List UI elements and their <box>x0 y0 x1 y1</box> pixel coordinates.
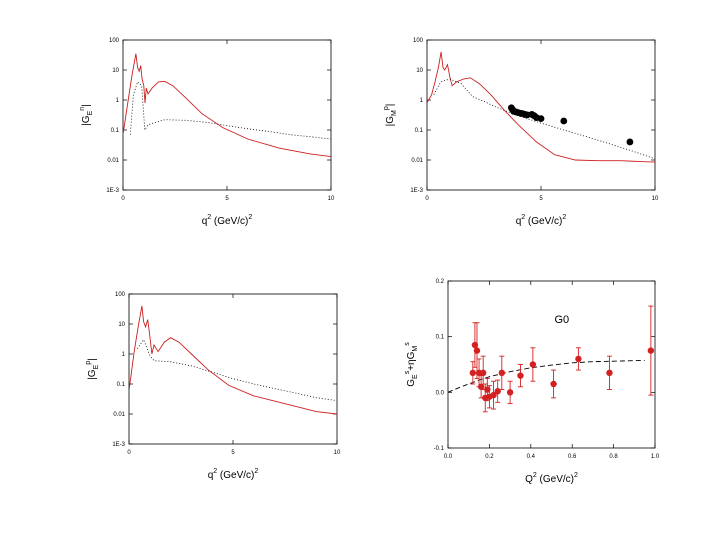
data-point <box>494 388 501 395</box>
y-tick-label: 1E-3 <box>112 442 125 448</box>
y-tick-label: 1 <box>122 352 126 358</box>
y-axis-label: |GEp| <box>85 358 100 380</box>
plot-area <box>448 305 655 413</box>
x-tick-label: 0.8 <box>609 454 618 460</box>
data-point <box>606 369 613 377</box>
x-axis-label: Q2 (GeV/c)2 <box>525 472 578 485</box>
x-axis-label: q2 (GeV/c)2 <box>516 214 567 227</box>
y-tick-label: 1E-3 <box>410 188 423 194</box>
data-point <box>506 389 514 396</box>
y-tick-label: 0.01 <box>107 158 119 164</box>
series-model-line <box>129 305 337 415</box>
y-tick-label: 0.2 <box>436 279 445 285</box>
y-tick-label: 1 <box>116 98 120 104</box>
y-tick-label: 0.1 <box>117 382 126 388</box>
series-model-line <box>427 51 655 163</box>
data-point <box>647 347 655 354</box>
x-tick-label: 0 <box>425 196 429 202</box>
data-point <box>529 361 537 368</box>
x-tick-label: 0.2 <box>485 454 494 460</box>
y-tick-label: 0.1 <box>436 335 445 341</box>
y-tick-label: 0.0 <box>436 390 445 396</box>
data-point <box>560 117 568 125</box>
series-dotted-line <box>129 81 331 140</box>
chart-bottom-left: 100 10 1 0.1 0.01 1E-30 5 10 q2 (GeV/c)2 |GEp| <box>85 292 341 481</box>
y-tick-label: 1 <box>420 98 424 104</box>
data-point <box>490 391 497 399</box>
data-point <box>473 347 481 354</box>
y-tick-label: 10 <box>416 68 423 74</box>
x-tick-label: 10 <box>334 450 341 456</box>
x-tick-label: 10 <box>328 196 335 202</box>
annotation-label: G0 <box>555 314 570 326</box>
y-tick-label: 0.01 <box>411 158 423 164</box>
y-tick-label: -0.1 <box>434 446 445 452</box>
x-tick-label: 1.0 <box>651 454 660 460</box>
x-tick-label: 0 <box>127 450 131 456</box>
data-point <box>477 383 485 390</box>
data-point <box>517 372 524 379</box>
data-point <box>537 115 545 122</box>
y-tick-label: 0.1 <box>111 128 120 134</box>
x-tick-label: 0.6 <box>568 454 577 460</box>
series-dotted-line <box>136 338 337 401</box>
series-model-line <box>123 53 331 158</box>
data-point <box>498 369 506 377</box>
data-point <box>471 341 479 349</box>
x-tick-label: 5 <box>225 196 229 202</box>
chart-top-left: 100 10 1 0.1 0.01 1E-30 5 10 q2 (GeV/c)2 |GEn| <box>79 38 335 227</box>
x-tick-label: 0.0 <box>444 454 453 460</box>
y-axis-label: |GEn| <box>79 104 94 126</box>
y-tick-label: 100 <box>413 38 424 44</box>
plot-frame <box>447 280 656 449</box>
series-dotted-line <box>433 78 655 160</box>
y-tick-label: 1E-3 <box>106 188 119 194</box>
x-tick-label: 10 <box>652 196 659 202</box>
x-tick-label: 5 <box>231 450 235 456</box>
x-axis-label: q2 (GeV/c)2 <box>208 468 259 481</box>
x-axis-label: q2 (GeV/c)2 <box>202 214 253 227</box>
y-tick-label: 0.1 <box>415 128 424 134</box>
theory-curve <box>448 360 645 393</box>
plot-area <box>123 53 331 158</box>
chart-bottom-right: 0.2 0.1 0.0 -0.1 0.0 0.2 0.4 0.6 0.8 1.0 Q2 (GeV/c… <box>404 279 660 485</box>
data-point <box>575 355 582 363</box>
plot-area <box>427 51 655 163</box>
data-point <box>484 386 491 393</box>
y-axis-label: |GMp| <box>383 104 398 127</box>
y-tick-label: 100 <box>109 38 120 44</box>
data-point <box>550 380 557 388</box>
y-axis-label: GEs+ηGMs <box>404 342 419 387</box>
y-tick-label: 0.01 <box>113 412 125 418</box>
plot-area <box>129 305 337 415</box>
x-tick-label: 5 <box>539 196 543 202</box>
data-point <box>479 369 487 377</box>
chart-top-right: 100 10 1 0.1 0.01 1E-30 5 10 q2 (GeV/c)2 |GMp| <box>383 38 659 227</box>
y-tick-label: 10 <box>118 322 125 328</box>
y-tick-label: 10 <box>112 68 119 74</box>
data-point <box>626 138 634 146</box>
x-tick-label: 0.4 <box>527 454 536 460</box>
y-tick-label: 100 <box>115 292 126 298</box>
data-point <box>469 369 477 377</box>
x-tick-label: 0 <box>121 196 125 202</box>
